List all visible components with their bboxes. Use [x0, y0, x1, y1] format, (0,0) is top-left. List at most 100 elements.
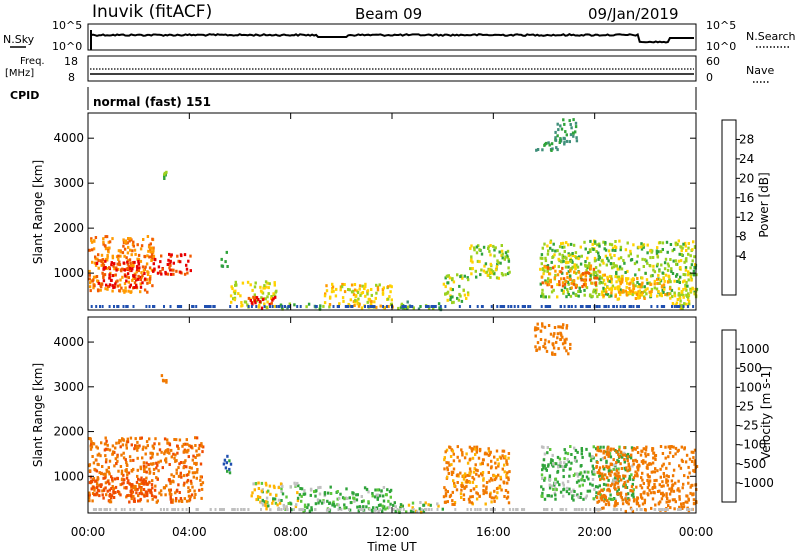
- echo-cell: [637, 285, 640, 289]
- echo-cell: [637, 290, 640, 294]
- noise-cell: [579, 305, 582, 308]
- echo-cell: [350, 290, 354, 294]
- echo-cell: [143, 494, 146, 498]
- echo-cell: [636, 277, 639, 280]
- echo-cell: [609, 262, 613, 265]
- echo-cell: [341, 496, 345, 500]
- echo-cell: [95, 469, 99, 473]
- echo-cell: [645, 278, 649, 282]
- echo-cell: [658, 269, 661, 273]
- echo-cell: [375, 493, 378, 497]
- echo-cell: [159, 270, 162, 274]
- noise-cell: [195, 508, 198, 511]
- echo-cell: [614, 500, 617, 504]
- noise-cell: [299, 508, 302, 511]
- echo-cell: [177, 259, 180, 263]
- echo-cell: [690, 278, 693, 282]
- noise-cell: [503, 305, 506, 308]
- echo-cell: [614, 294, 617, 298]
- echo-cell: [562, 488, 565, 492]
- echo-cell: [466, 461, 470, 465]
- echo-cell: [682, 273, 685, 276]
- echo-cell: [460, 481, 464, 485]
- echo-cell: [122, 261, 125, 265]
- echo-cell: [649, 462, 653, 466]
- echo-cell: [147, 245, 151, 249]
- echo-cell: [601, 281, 604, 285]
- echo-cell: [670, 489, 673, 493]
- echo-cell: [128, 455, 132, 459]
- echo-cell: [468, 480, 472, 484]
- echo-cell: [162, 379, 165, 383]
- colorbar-tick-label: 8: [739, 230, 747, 244]
- echo-cell: [136, 468, 139, 472]
- echo-cell: [647, 453, 650, 457]
- echo-cell: [313, 490, 316, 494]
- echo-cell: [607, 454, 610, 458]
- echo-cell: [666, 268, 670, 272]
- echo-cell: [552, 464, 555, 468]
- echo-cell: [148, 470, 152, 474]
- echo-cell: [506, 490, 510, 494]
- echo-cell: [132, 467, 135, 471]
- echo-region: [533, 322, 572, 356]
- echo-cell: [569, 259, 573, 263]
- echo-cell: [196, 453, 199, 457]
- echo-cell: [94, 479, 97, 483]
- noise-cell: [563, 305, 566, 308]
- echo-cell: [331, 282, 334, 286]
- noise-cell: [340, 508, 343, 511]
- echo-cell: [598, 275, 602, 279]
- echo-cell: [565, 295, 568, 299]
- echo-cell: [608, 467, 611, 471]
- noise-cell: [529, 305, 532, 308]
- echo-cell: [681, 460, 684, 463]
- echo-cell: [375, 283, 378, 287]
- echo-cell: [226, 454, 229, 458]
- echo-cell: [122, 481, 125, 485]
- echo-cell: [256, 495, 260, 499]
- y-tick-label: 4000: [53, 131, 84, 145]
- echo-cell: [298, 508, 301, 512]
- echo-cell: [116, 262, 119, 266]
- echo-cell: [610, 291, 613, 295]
- echo-cell: [461, 451, 464, 454]
- noise-cell: [191, 305, 194, 308]
- echo-cell: [558, 270, 562, 274]
- echo-cell: [132, 499, 136, 503]
- echo-cell: [264, 280, 268, 284]
- echo-cell: [374, 488, 377, 492]
- echo-cell: [399, 305, 403, 309]
- echo-cell: [607, 501, 610, 505]
- echo-cell: [352, 293, 356, 297]
- echo-cell: [681, 507, 684, 510]
- echo-cell: [638, 283, 641, 287]
- echo-cell: [657, 502, 661, 506]
- echo-cell: [572, 279, 576, 283]
- echo-cell: [135, 446, 138, 450]
- power-colorbar-label: Power [dB]: [757, 172, 771, 237]
- echo-cell: [561, 245, 564, 249]
- echo-cell: [580, 278, 583, 282]
- echo-cell: [645, 445, 648, 449]
- echo-cell: [604, 473, 607, 477]
- echo-cell: [157, 469, 160, 473]
- echo-cell: [458, 292, 461, 296]
- echo-cell: [163, 177, 166, 180]
- noise-cell: [100, 508, 103, 511]
- noise-cell: [510, 305, 513, 308]
- echo-cell: [201, 450, 204, 454]
- sky-right-label: N.Search: [746, 30, 796, 43]
- echo-cell: [549, 332, 553, 336]
- echo-cell: [669, 243, 673, 246]
- echo-cell: [626, 492, 630, 496]
- echo-cell: [694, 461, 697, 464]
- noise-cell: [379, 508, 382, 511]
- noise-cell: [229, 305, 232, 308]
- echo-cell: [598, 484, 601, 488]
- echo-cell: [133, 248, 137, 252]
- echo-cell: [620, 267, 624, 271]
- echo-cell: [494, 246, 497, 250]
- echo-cell: [164, 173, 167, 177]
- echo-cell: [191, 446, 194, 450]
